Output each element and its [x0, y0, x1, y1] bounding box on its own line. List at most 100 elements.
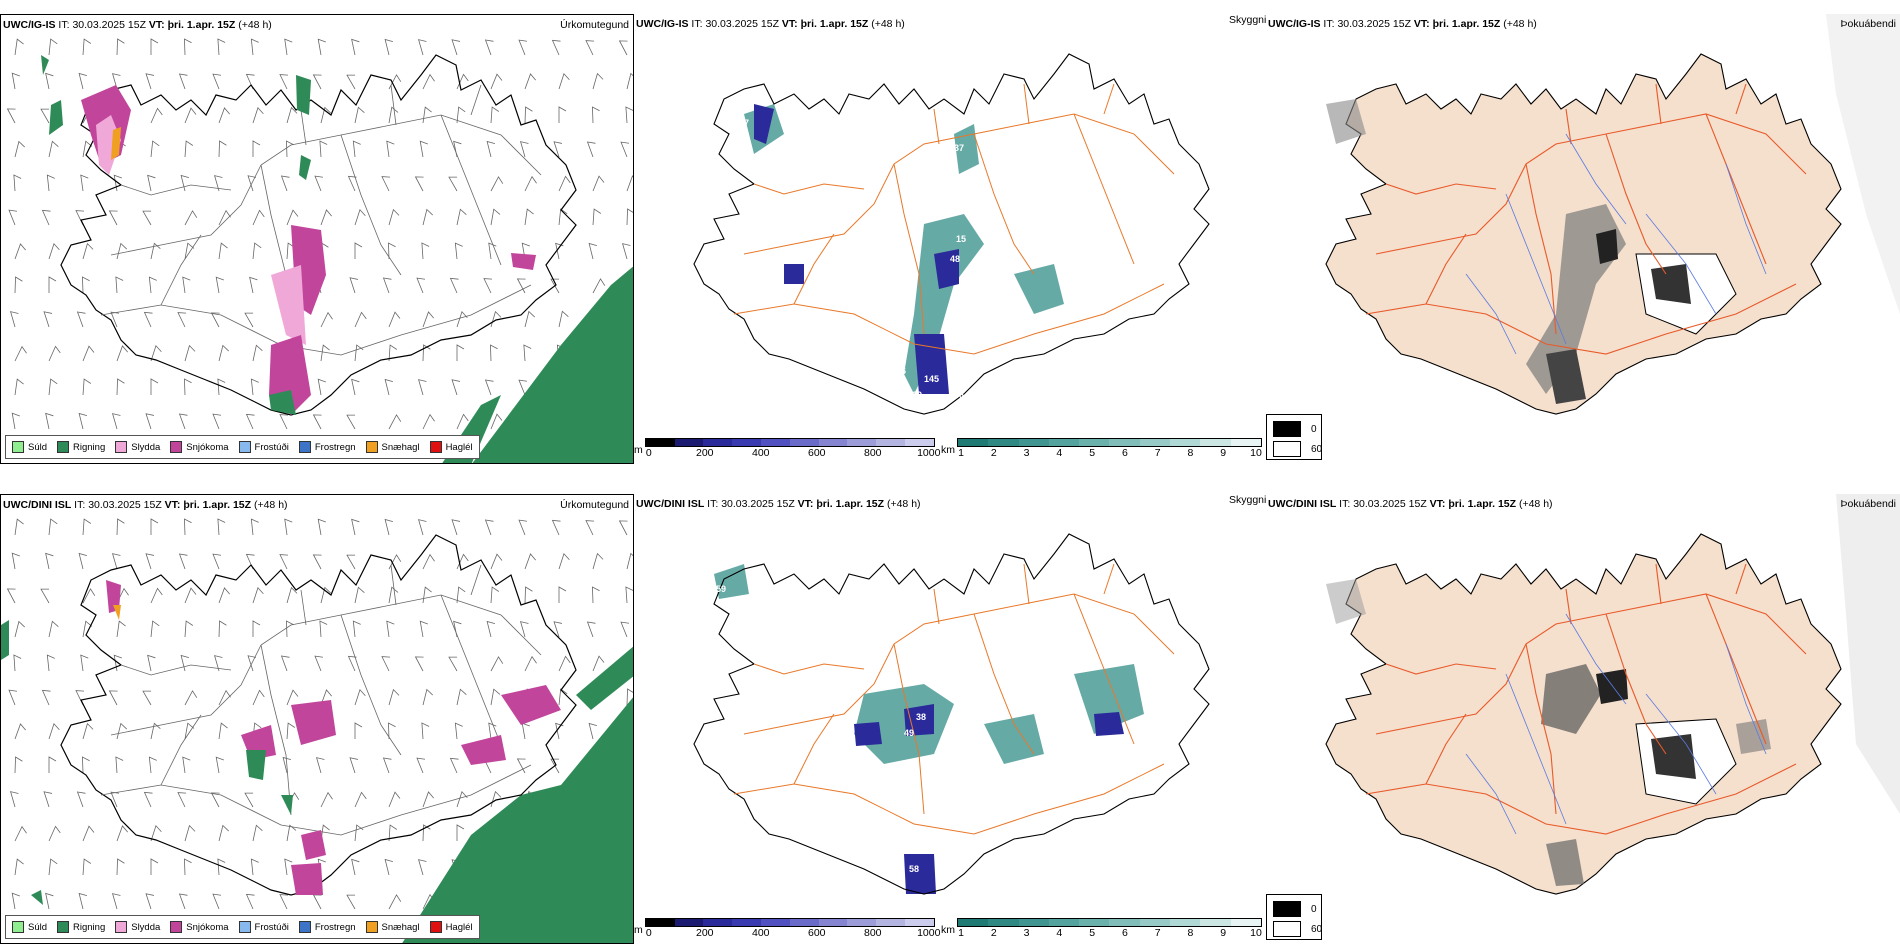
legend-swatch — [365, 441, 378, 453]
panel-header: UWC/DINI ISL IT: 30.03.2025 15Z VT: þri.… — [1268, 498, 1553, 510]
legend-item: Rigning — [57, 441, 105, 453]
fog-index-panel-dini: UWC/DINI ISL IT: 30.03.2025 15Z VT: þri.… — [1266, 494, 1900, 944]
colorbar-cell — [645, 439, 675, 446]
legend-swatch — [238, 441, 251, 453]
fog-legend: 0 60 — [1266, 414, 1322, 460]
precip-legend: Súld Rigning Slydda Snjókoma Frostúði Frostre… — [5, 435, 480, 459]
legend-swatch — [12, 921, 24, 933]
visibility-m-colorbar: m 0 200 400 600 800 1000 — [634, 918, 940, 939]
visibility-value-label: 17 — [739, 118, 749, 128]
visibility-value-label: 47 — [902, 311, 912, 321]
colorbar-cell — [1109, 919, 1140, 926]
colorbar-cell — [818, 919, 848, 926]
legend-swatch — [57, 441, 70, 453]
legend-swatch — [115, 441, 128, 453]
precip-areas — [41, 55, 536, 415]
fog-shade — [1826, 14, 1900, 314]
colorbar-tick: 2 — [990, 447, 997, 459]
fog-legend-item: 0 — [1273, 901, 1317, 917]
visibility-value-label: 236 — [892, 342, 907, 352]
legend-label: Súld — [28, 441, 48, 453]
colorbar-tick: 9 — [1220, 927, 1227, 939]
visibility-m-colorbar: m 0 200 400 600 800 1000 — [634, 438, 940, 459]
legend-label: Súld — [28, 921, 48, 933]
precip-areas — [1, 580, 561, 905]
panel-title: Skyggni — [1229, 494, 1266, 506]
visibility-value-label: 60 — [944, 676, 954, 686]
iceland-coastline — [693, 53, 1210, 415]
colorbar-cell — [674, 919, 704, 926]
legend-swatch — [238, 921, 251, 933]
fog-legend-item: 0 — [1273, 421, 1317, 437]
colorbar-cell — [789, 439, 819, 446]
colorbar-cell — [1200, 919, 1231, 926]
colorbar-cell — [958, 439, 989, 446]
visibility-value-label: 42 — [1032, 758, 1042, 768]
fog-map — [1325, 14, 1900, 415]
visibility-value-label: 60 — [952, 712, 962, 722]
colorbar-cell — [645, 919, 675, 926]
colorbar-cell — [847, 439, 877, 446]
visibility-value-label: 49 — [904, 728, 914, 738]
colorbar-cell — [1170, 919, 1201, 926]
colorbar-cell — [876, 439, 905, 446]
legend-swatch — [298, 921, 311, 933]
visibility-m-areas — [854, 704, 1124, 894]
colorbar-tick: 1 — [958, 927, 964, 939]
visibility-value-label: 48 — [950, 254, 960, 264]
legend-label: Snjókoma — [186, 921, 229, 933]
visibility-panel-igis: 25 17 37 15 48 15 38 57 10 47 236 140 96 145 29 106 Sky… — [634, 14, 1266, 464]
visibility-panel-dini: 59 60 38 60 49 42 143 20 58 77 Skyggni UWC/DINI I… — [634, 494, 1266, 944]
colorbar-cell — [1018, 919, 1049, 926]
legend-swatch — [170, 921, 183, 933]
river-network — [1465, 613, 1767, 835]
visibility-m-areas — [754, 104, 959, 394]
legend-label: Slydda — [131, 921, 161, 933]
visibility-value-label: 96 — [896, 366, 906, 376]
visibility-value-label: 15 — [956, 234, 966, 244]
colorbar-unit: m — [634, 444, 643, 456]
colorbar-tick: 800 — [863, 447, 882, 459]
river-network — [1465, 133, 1767, 355]
colorbar-tick: 200 — [695, 927, 714, 939]
fog-legend-swatch — [1273, 421, 1301, 437]
colorbar-tick: 1000 — [917, 927, 941, 939]
colorbar-cell — [847, 919, 877, 926]
fog-legend-label: 60 — [1311, 923, 1323, 935]
legend-swatch — [298, 441, 311, 453]
legend-label: Rigning — [73, 921, 106, 933]
colorbar-tick: 0 — [645, 927, 652, 939]
legend-label: Frostúði — [254, 921, 289, 933]
colorbar-cell — [1170, 439, 1201, 446]
road-network — [1365, 563, 1807, 835]
colorbar-cell — [703, 919, 733, 926]
colorbar-tick: 8 — [1187, 447, 1194, 459]
colorbar-cell — [732, 439, 761, 446]
fog-legend-swatch — [1273, 901, 1301, 917]
colorbar-tick: 5 — [1089, 447, 1096, 459]
legend-swatch — [115, 921, 128, 933]
colorbar-cell — [1139, 919, 1171, 926]
panel-title: Úrkomutegund — [560, 19, 629, 31]
visibility-value-label: 38 — [874, 267, 884, 277]
legend-item: Slydda — [115, 441, 160, 453]
road-network — [1365, 83, 1807, 355]
iceland-coastline — [693, 533, 1210, 895]
legend-label: Haglél — [445, 441, 473, 453]
visibility-value-label: 10 — [994, 296, 1004, 306]
colorbar-cell — [1230, 919, 1261, 926]
colorbar-tick: 1000 — [917, 447, 941, 459]
legend-swatch — [57, 921, 70, 933]
colorbar-tick: 5 — [1089, 927, 1096, 939]
legend-item: Súld — [12, 921, 47, 933]
colorbar-cell — [1079, 439, 1110, 446]
colorbar-tick: 400 — [751, 447, 770, 459]
ocean-rain-area — [472, 266, 633, 463]
legend-swatch — [12, 441, 24, 453]
visibility-value-label: 20 — [914, 831, 924, 841]
colorbar-cell — [876, 919, 905, 926]
legend-swatch — [365, 921, 378, 933]
colorbar-cell — [760, 919, 790, 926]
fog-legend: 0 60 — [1266, 894, 1322, 940]
